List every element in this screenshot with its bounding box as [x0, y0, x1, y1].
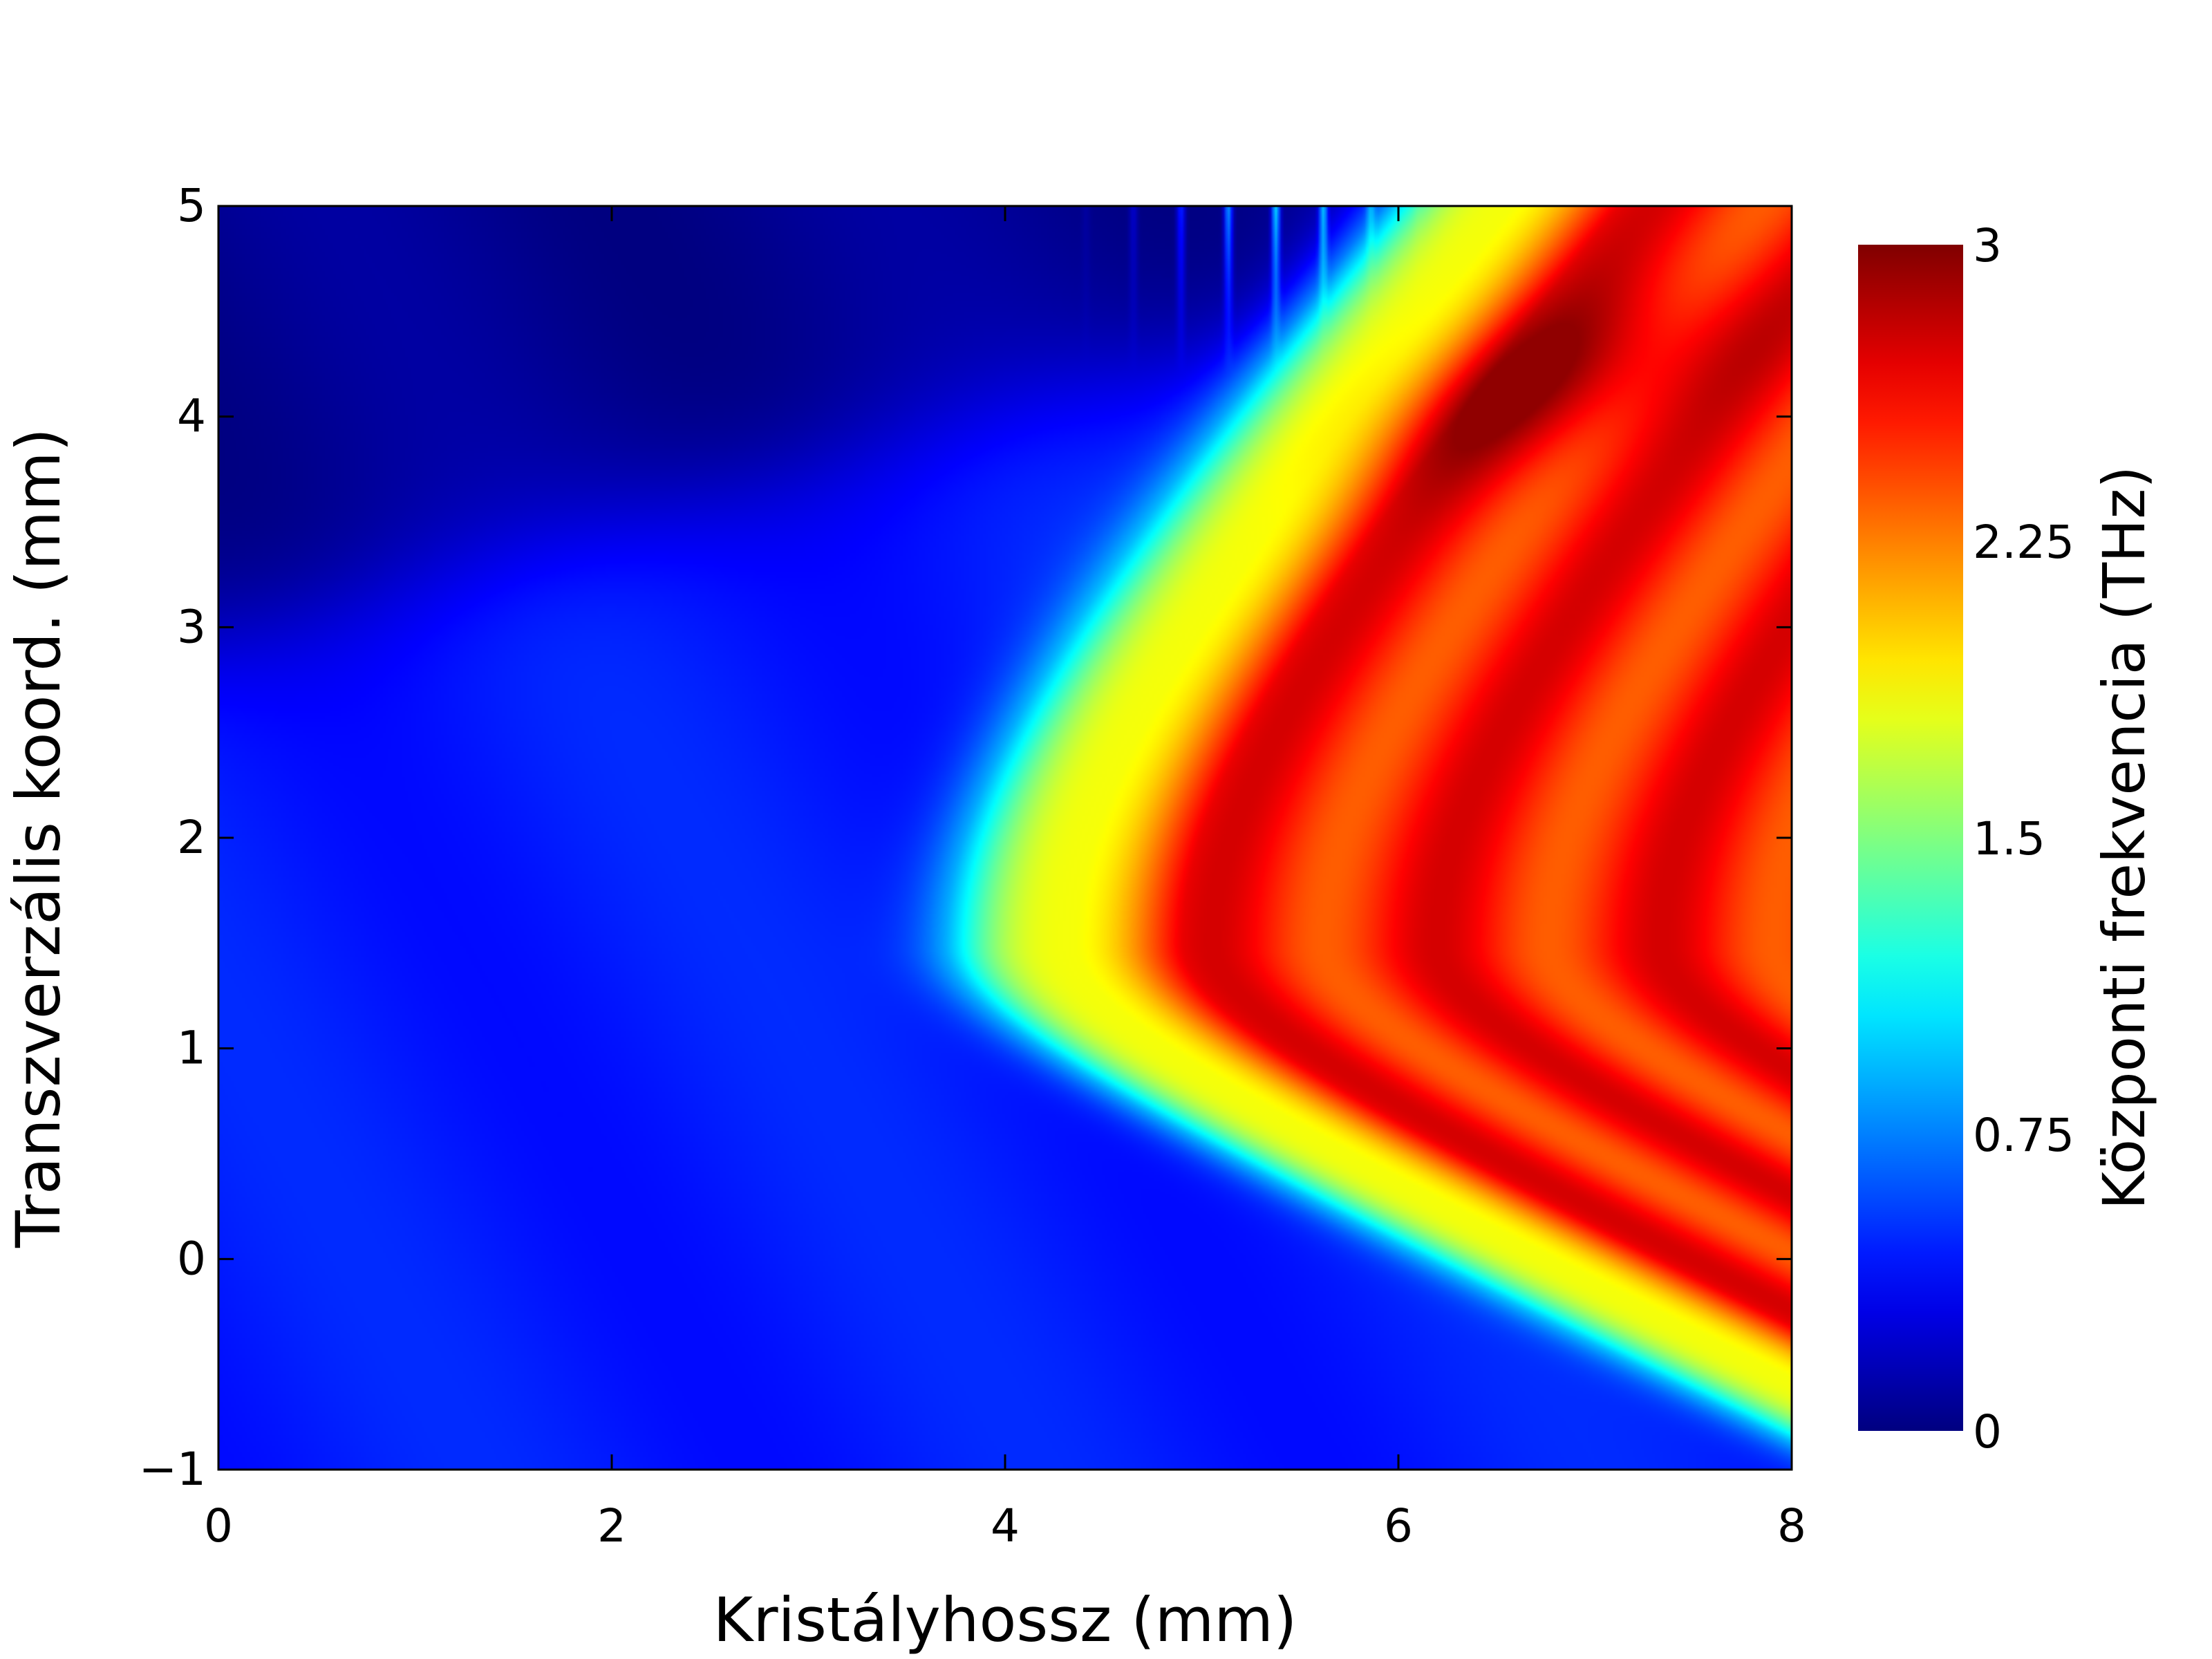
x-axis-label: Kristályhossz (mm) [713, 1584, 1297, 1656]
y-tick-label: −1 [139, 1443, 206, 1496]
colorbar-tick-label: 0 [1973, 1405, 2002, 1459]
colorbar-tick-label: 1.5 [1973, 812, 2045, 865]
colorbar-tick-label: 2.25 [1973, 516, 2074, 569]
colorbar-tick-label: 3 [1973, 219, 2002, 272]
y-tick-label: 4 [177, 390, 206, 443]
y-axis-ticks: −1 0 1 2 3 4 5 [139, 179, 1792, 1496]
colorbar [1858, 245, 1963, 1431]
heatmap-field [218, 206, 1792, 1470]
colorbar-label: Központi frekvencia (THz) [2090, 466, 2158, 1210]
x-tick-label: 6 [1384, 1499, 1413, 1553]
x-axis-ticks: 0 2 4 6 8 [204, 206, 1806, 1553]
x-tick-label: 0 [204, 1499, 233, 1553]
y-axis-label: Transzverzális koord. (mm) [3, 428, 74, 1248]
y-tick-label: 0 [177, 1232, 206, 1285]
y-tick-label: 1 [177, 1022, 206, 1075]
y-tick-label: 5 [177, 179, 206, 232]
colorbar-ticks: 0 0.75 1.5 2.25 3 [1973, 219, 2074, 1459]
colorbar-tick-label: 0.75 [1973, 1109, 2074, 1162]
x-tick-label: 2 [597, 1499, 626, 1553]
y-tick-label: 3 [177, 600, 206, 653]
y-tick-label: 2 [177, 811, 206, 864]
x-tick-label: 8 [1777, 1499, 1806, 1553]
x-tick-label: 4 [991, 1499, 1020, 1553]
